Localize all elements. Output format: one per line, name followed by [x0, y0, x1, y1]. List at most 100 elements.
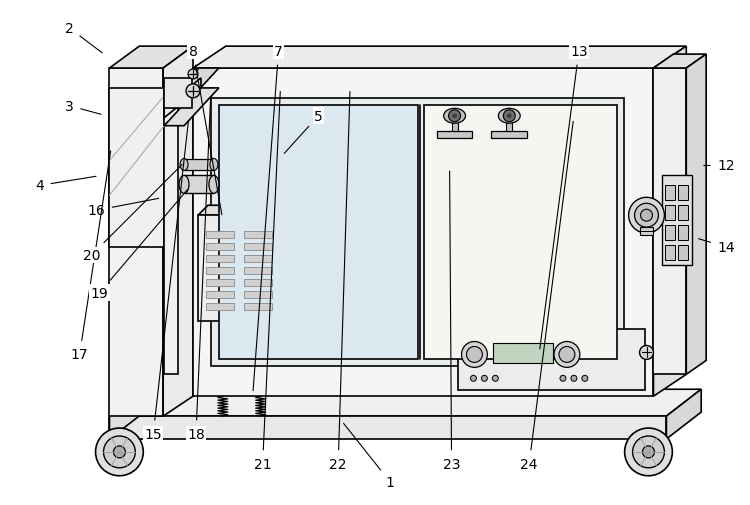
Bar — [494, 344, 553, 364]
Bar — [206, 303, 234, 310]
Bar — [678, 226, 688, 240]
Bar — [678, 245, 688, 261]
Text: 13: 13 — [540, 45, 588, 349]
Circle shape — [104, 436, 135, 468]
Ellipse shape — [210, 159, 218, 171]
Circle shape — [461, 342, 488, 368]
Ellipse shape — [209, 176, 219, 194]
Bar — [665, 226, 675, 240]
Polygon shape — [164, 89, 219, 126]
Bar — [206, 291, 234, 298]
Bar — [164, 107, 178, 375]
Polygon shape — [110, 69, 164, 416]
Text: 22: 22 — [329, 92, 350, 471]
Circle shape — [634, 204, 658, 228]
Bar — [452, 122, 458, 131]
Polygon shape — [193, 69, 653, 396]
Circle shape — [452, 114, 457, 119]
Bar — [206, 279, 234, 286]
Circle shape — [466, 347, 482, 363]
Circle shape — [95, 428, 143, 476]
Circle shape — [640, 346, 653, 360]
Bar — [244, 267, 272, 274]
Circle shape — [560, 376, 566, 382]
Bar — [184, 176, 214, 194]
Circle shape — [554, 342, 580, 368]
Polygon shape — [110, 389, 701, 416]
Text: 14: 14 — [698, 239, 735, 255]
Bar — [665, 186, 675, 201]
Text: 20: 20 — [82, 165, 182, 263]
Polygon shape — [164, 79, 201, 119]
Bar — [665, 245, 675, 261]
Polygon shape — [110, 389, 144, 439]
Circle shape — [503, 111, 515, 123]
Polygon shape — [110, 416, 667, 439]
Circle shape — [628, 198, 664, 234]
Bar — [678, 206, 688, 221]
Bar — [206, 267, 234, 274]
Polygon shape — [653, 55, 706, 69]
Polygon shape — [164, 47, 193, 416]
Bar — [640, 228, 653, 236]
Circle shape — [470, 376, 476, 382]
Text: 17: 17 — [70, 152, 110, 362]
Circle shape — [632, 436, 664, 468]
Polygon shape — [653, 69, 686, 375]
Text: 18: 18 — [187, 97, 211, 441]
Bar — [424, 106, 616, 360]
Bar — [665, 206, 675, 221]
Ellipse shape — [443, 109, 466, 124]
Ellipse shape — [180, 159, 188, 171]
Bar — [211, 98, 624, 367]
Circle shape — [113, 446, 125, 458]
Circle shape — [640, 210, 652, 222]
Bar — [244, 279, 272, 286]
Text: 7: 7 — [253, 45, 283, 391]
Polygon shape — [653, 47, 686, 396]
Text: 21: 21 — [254, 92, 280, 471]
Circle shape — [492, 376, 498, 382]
Bar — [678, 186, 688, 201]
Bar — [206, 243, 234, 250]
Bar — [244, 303, 272, 310]
Bar — [219, 106, 418, 360]
Text: 24: 24 — [520, 122, 573, 471]
Circle shape — [188, 70, 198, 80]
Text: 8: 8 — [188, 45, 222, 215]
Ellipse shape — [179, 176, 189, 194]
Polygon shape — [278, 206, 289, 321]
Text: 3: 3 — [65, 99, 101, 115]
Text: 1: 1 — [344, 424, 394, 489]
Bar — [244, 232, 272, 238]
Ellipse shape — [498, 109, 520, 124]
Bar — [244, 256, 272, 263]
Circle shape — [482, 376, 488, 382]
Bar — [662, 176, 692, 266]
Bar — [244, 243, 272, 250]
Circle shape — [448, 111, 460, 123]
Text: 16: 16 — [88, 199, 159, 218]
Circle shape — [559, 347, 575, 363]
Bar — [206, 232, 234, 238]
Circle shape — [186, 85, 200, 98]
Bar — [244, 291, 272, 298]
Polygon shape — [110, 47, 193, 69]
Bar — [206, 256, 234, 263]
Bar — [184, 159, 214, 171]
Polygon shape — [667, 389, 701, 439]
Text: 5: 5 — [284, 110, 322, 154]
Circle shape — [582, 376, 588, 382]
Text: 19: 19 — [91, 190, 188, 300]
Bar — [458, 329, 644, 390]
Polygon shape — [436, 131, 472, 138]
Polygon shape — [164, 69, 219, 107]
Polygon shape — [110, 89, 164, 247]
Polygon shape — [491, 131, 527, 138]
Text: 4: 4 — [35, 177, 96, 193]
Circle shape — [507, 114, 512, 119]
Text: 15: 15 — [145, 122, 188, 441]
Circle shape — [643, 446, 655, 458]
Polygon shape — [198, 206, 289, 216]
Polygon shape — [193, 47, 686, 69]
